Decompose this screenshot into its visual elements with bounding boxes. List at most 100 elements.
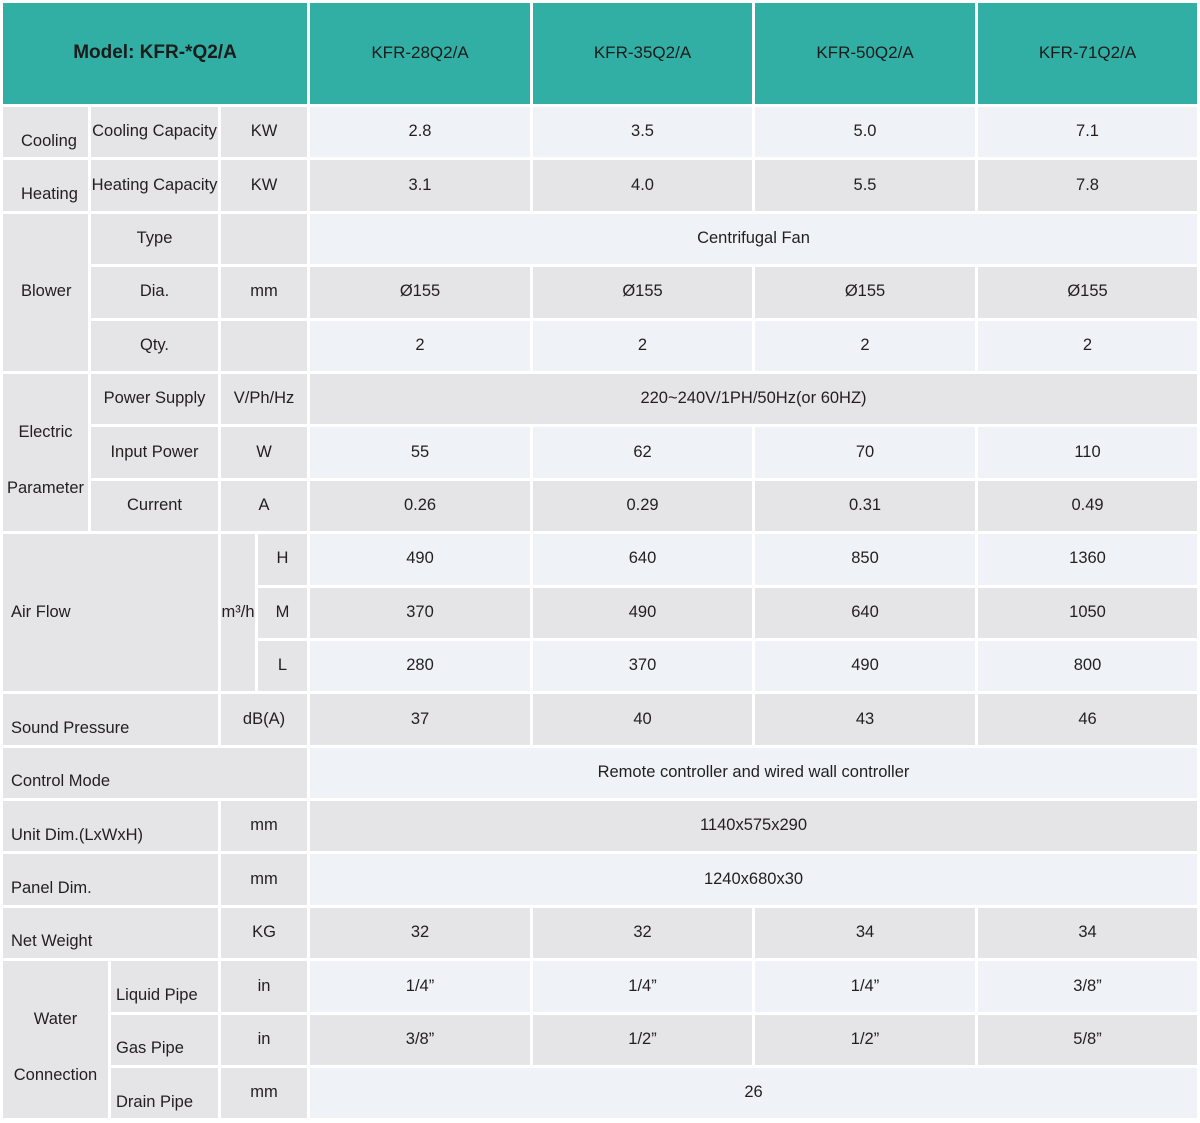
- value-airflow-l-2: 490: [755, 640, 975, 692]
- value-airflow-m-2: 640: [755, 587, 975, 638]
- group-label-water-connection: Water Connection: [3, 961, 108, 1119]
- value-cooling-2: 5.0: [755, 107, 975, 158]
- value-input-power-0: 55: [310, 427, 530, 478]
- row-sublabel-power-supply: Power Supply: [91, 373, 218, 425]
- unit-liquid-pipe-in: in: [221, 961, 307, 1012]
- header-model-cell: Model: KFR-*Q2/A: [3, 3, 307, 104]
- value-airflow-h-2: 850: [755, 534, 975, 585]
- value-heating-2: 5.5: [755, 160, 975, 211]
- value-liquid-pipe-1: 1/4”: [533, 961, 752, 1012]
- value-cooling-3: 7.1: [978, 107, 1197, 158]
- row-sublabel-cooling-capacity: Cooling Capacity: [91, 107, 218, 158]
- value-panel-dim-merged: 1240x680x30: [310, 854, 1197, 905]
- row-sublabel-airflow-l: L: [258, 640, 307, 692]
- value-blower-dia-0: Ø155: [310, 267, 530, 318]
- value-blower-type-merged: Centrifugal Fan: [310, 213, 1197, 265]
- row-sublabel-current: Current: [91, 480, 218, 532]
- value-liquid-pipe-0: 1/4”: [310, 961, 530, 1012]
- value-gas-pipe-3: 5/8”: [978, 1014, 1197, 1066]
- value-airflow-h-1: 640: [533, 534, 752, 585]
- value-net-weight-2: 34: [755, 907, 975, 959]
- value-airflow-l-0: 280: [310, 640, 530, 692]
- unit-sound-dba: dB(A): [221, 694, 307, 745]
- row-label-cooling: Cooling: [3, 107, 88, 158]
- value-liquid-pipe-3: 3/8”: [978, 961, 1197, 1012]
- row-sublabel-blower-qty: Qty.: [91, 320, 218, 371]
- unit-blower-qty-empty: [221, 320, 307, 371]
- unit-net-weight-kg: KG: [221, 907, 307, 959]
- value-heating-3: 7.8: [978, 160, 1197, 211]
- value-cooling-0: 2.8: [310, 107, 530, 158]
- value-sound-1: 40: [533, 694, 752, 745]
- value-heating-0: 3.1: [310, 160, 530, 211]
- value-current-0: 0.26: [310, 480, 530, 532]
- group-label-air-flow: Air Flow: [3, 534, 218, 692]
- unit-blower-dia-mm: mm: [221, 267, 307, 318]
- value-blower-qty-3: 2: [978, 320, 1197, 371]
- value-gas-pipe-0: 3/8”: [310, 1014, 530, 1066]
- value-airflow-m-3: 1050: [978, 587, 1197, 638]
- row-sublabel-gas-pipe: Gas Pipe: [111, 1014, 218, 1066]
- value-heating-1: 4.0: [533, 160, 752, 211]
- row-sublabel-heating-capacity: Heating Capacity: [91, 160, 218, 211]
- value-input-power-1: 62: [533, 427, 752, 478]
- value-current-2: 0.31: [755, 480, 975, 532]
- unit-air-flow-m3h: m³/h: [221, 534, 255, 692]
- unit-power-supply: V/Ph/Hz: [221, 373, 307, 425]
- value-net-weight-1: 32: [533, 907, 752, 959]
- row-sublabel-airflow-h: H: [258, 534, 307, 585]
- value-blower-qty-1: 2: [533, 320, 752, 371]
- water-line2: Connection: [13, 1065, 98, 1084]
- row-label-sound-pressure: Sound Pressure: [3, 694, 218, 745]
- row-sublabel-blower-type: Type: [91, 213, 218, 265]
- value-drain-pipe-merged: 26: [310, 1068, 1197, 1119]
- value-control-mode-merged: Remote controller and wired wall control…: [310, 747, 1197, 799]
- value-input-power-3: 110: [978, 427, 1197, 478]
- value-cooling-1: 3.5: [533, 107, 752, 158]
- value-current-1: 0.29: [533, 480, 752, 532]
- unit-panel-dim-mm: mm: [221, 854, 307, 905]
- electric-line1: Electric: [18, 422, 73, 441]
- value-blower-dia-3: Ø155: [978, 267, 1197, 318]
- electric-line2: Parameter: [6, 478, 85, 497]
- value-current-3: 0.49: [978, 480, 1197, 532]
- value-airflow-m-1: 490: [533, 587, 752, 638]
- row-label-unit-dim: Unit Dim.(LxWxH): [3, 801, 218, 852]
- water-line1: Water: [33, 1009, 78, 1028]
- value-unit-dim-merged: 1140x575x290: [310, 801, 1197, 852]
- value-input-power-2: 70: [755, 427, 975, 478]
- unit-blower-type-empty: [221, 213, 307, 265]
- value-airflow-l-3: 800: [978, 640, 1197, 692]
- row-sublabel-input-power: Input Power: [91, 427, 218, 478]
- value-sound-3: 46: [978, 694, 1197, 745]
- header-col-kfr-71: KFR-71Q2/A: [978, 3, 1197, 104]
- value-gas-pipe-1: 1/2”: [533, 1014, 752, 1066]
- row-label-control-mode: Control Mode: [3, 747, 307, 799]
- row-label-heating: Heating: [3, 160, 88, 211]
- value-blower-dia-2: Ø155: [755, 267, 975, 318]
- unit-current-a: A: [221, 480, 307, 532]
- row-sublabel-blower-dia: Dia.: [91, 267, 218, 318]
- value-net-weight-0: 32: [310, 907, 530, 959]
- row-label-net-weight: Net Weight: [3, 907, 218, 959]
- header-col-kfr-28: KFR-28Q2/A: [310, 3, 530, 104]
- unit-drain-pipe-mm: mm: [221, 1068, 307, 1119]
- value-blower-qty-0: 2: [310, 320, 530, 371]
- row-sublabel-liquid-pipe: Liquid Pipe: [111, 961, 218, 1012]
- group-label-electric-parameter: Electric Parameter: [3, 373, 88, 532]
- value-blower-qty-2: 2: [755, 320, 975, 371]
- unit-cooling-kw: KW: [221, 107, 307, 158]
- value-sound-0: 37: [310, 694, 530, 745]
- row-sublabel-drain-pipe: Drain Pipe: [111, 1068, 218, 1119]
- value-blower-dia-1: Ø155: [533, 267, 752, 318]
- header-col-kfr-35: KFR-35Q2/A: [533, 3, 752, 104]
- value-airflow-l-1: 370: [533, 640, 752, 692]
- group-label-blower: Blower: [3, 213, 88, 371]
- unit-gas-pipe-in: in: [221, 1014, 307, 1066]
- unit-unit-dim-mm: mm: [221, 801, 307, 852]
- row-label-panel-dim: Panel Dim.: [3, 854, 218, 905]
- value-net-weight-3: 34: [978, 907, 1197, 959]
- value-power-supply-merged: 220~240V/1PH/50Hz(or 60HZ): [310, 373, 1197, 425]
- header-col-kfr-50: KFR-50Q2/A: [755, 3, 975, 104]
